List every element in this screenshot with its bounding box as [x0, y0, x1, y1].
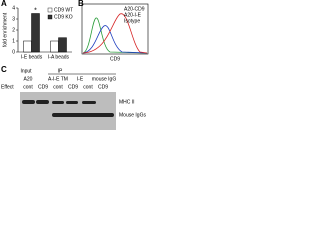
band: [66, 101, 78, 104]
y-tick-label: 1: [12, 38, 15, 44]
bar: [23, 40, 32, 53]
band: [22, 100, 35, 104]
effect: cont: [23, 84, 33, 90]
x-tick-label: I-E beads: [21, 54, 43, 60]
lane-label: I-E: [77, 76, 84, 82]
y-tick-label: 2: [12, 27, 15, 33]
y-axis-label: fold enrichment: [2, 12, 8, 47]
y-tick-label: 0: [12, 49, 15, 55]
panel-label: A: [1, 0, 7, 8]
lane-label: mouse IgG: [92, 76, 117, 82]
x-axis-label: CD9: [110, 56, 120, 62]
legend-swatch: [47, 14, 53, 20]
band-label: Mouse IgGs: [119, 112, 146, 118]
annotation: *: [34, 7, 37, 14]
figure: A fold enrichment 0 1 2 3 4 I-E beads * I-A bea…: [1, 0, 149, 130]
effect: cont: [83, 84, 93, 90]
effect: cont: [53, 84, 63, 90]
group-label: IP: [58, 68, 63, 74]
y-tick-label: 3: [12, 16, 15, 22]
legend-label: CD9 WT: [54, 7, 73, 13]
effect: CD9: [38, 84, 48, 90]
legend-label: Isotype: [124, 18, 140, 24]
panel-c: Input IP A20 A-I-E TM I-E mouse IgG Effect cont…: [1, 68, 146, 118]
legend-label: CD9 KO: [54, 14, 73, 20]
panel-label: B: [78, 0, 84, 8]
band: [52, 101, 64, 104]
legend-swatch: [47, 7, 53, 13]
bands: [22, 100, 114, 117]
band: [82, 101, 96, 104]
bar: [58, 37, 67, 53]
blot: [20, 92, 116, 130]
band: [36, 100, 49, 104]
lane-label: A-I-E TM: [48, 76, 68, 82]
band-label: MHC II: [119, 99, 135, 105]
plot-frame: [81, 3, 149, 55]
histogram-cd9: [82, 13, 148, 54]
lane-label: A20: [24, 76, 33, 82]
legend-label: A20-I-E: [124, 12, 142, 18]
y-tick-label: 4: [12, 5, 15, 11]
histogram-ie: [82, 25, 148, 54]
histogram-isotype: [82, 17, 148, 54]
bar: [31, 13, 40, 53]
effect-label: Effect: [1, 84, 14, 90]
effect: CD9: [68, 84, 78, 90]
effect: CD9: [98, 84, 108, 90]
x-tick-label: I-A beads: [48, 54, 70, 60]
group-label: Input: [20, 68, 32, 74]
band: [52, 113, 114, 117]
panel-label: C: [1, 65, 7, 74]
legend-label: A20-CD9: [124, 6, 145, 12]
bar: [50, 40, 59, 53]
